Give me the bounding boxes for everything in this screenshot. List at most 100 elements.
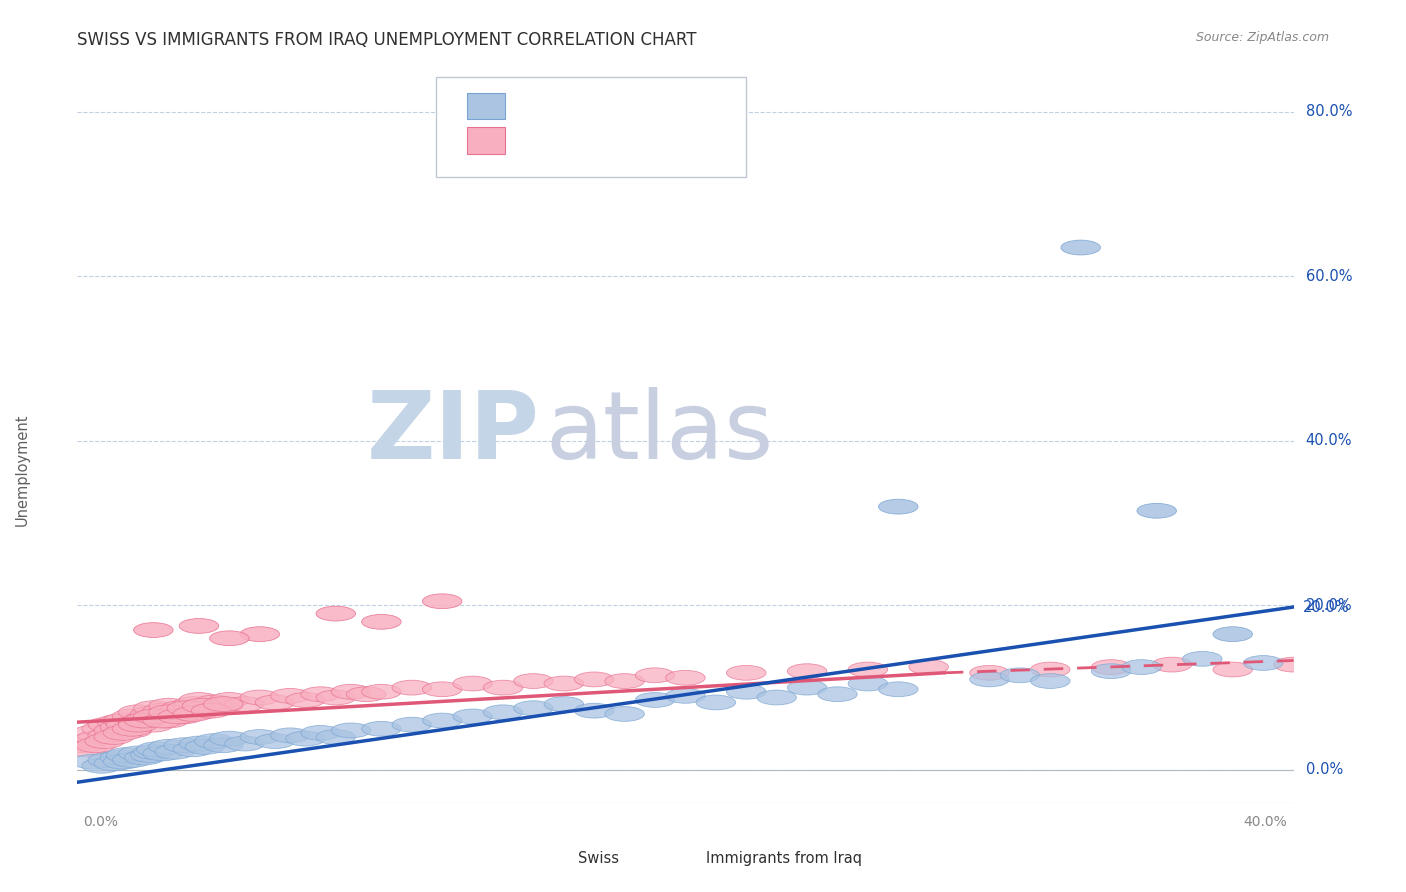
Ellipse shape xyxy=(225,736,264,751)
Text: 60.0%: 60.0% xyxy=(1306,268,1353,284)
Ellipse shape xyxy=(422,594,463,608)
Text: 81: 81 xyxy=(655,133,676,148)
Ellipse shape xyxy=(1000,668,1039,682)
Ellipse shape xyxy=(1062,240,1101,255)
Ellipse shape xyxy=(256,695,295,710)
Ellipse shape xyxy=(131,747,170,763)
Ellipse shape xyxy=(1091,660,1130,674)
Ellipse shape xyxy=(332,723,371,738)
Text: atlas: atlas xyxy=(546,386,773,479)
Ellipse shape xyxy=(118,746,157,761)
Ellipse shape xyxy=(727,665,766,681)
Ellipse shape xyxy=(453,676,492,691)
Ellipse shape xyxy=(970,665,1010,681)
Ellipse shape xyxy=(332,684,371,699)
Text: 0.0%: 0.0% xyxy=(1306,763,1343,778)
Text: R =: R = xyxy=(517,133,555,148)
Ellipse shape xyxy=(134,701,173,715)
Ellipse shape xyxy=(392,717,432,732)
Ellipse shape xyxy=(125,750,165,765)
Ellipse shape xyxy=(575,703,614,718)
Ellipse shape xyxy=(575,672,614,687)
Text: Source: ZipAtlas.com: Source: ZipAtlas.com xyxy=(1195,31,1329,45)
Ellipse shape xyxy=(240,690,280,705)
Ellipse shape xyxy=(155,745,194,759)
Ellipse shape xyxy=(1122,660,1161,674)
Ellipse shape xyxy=(186,739,225,755)
Ellipse shape xyxy=(107,717,146,732)
Ellipse shape xyxy=(134,745,173,759)
Ellipse shape xyxy=(1031,673,1070,689)
Ellipse shape xyxy=(194,695,233,710)
Ellipse shape xyxy=(191,703,231,718)
Ellipse shape xyxy=(103,725,142,740)
Ellipse shape xyxy=(879,500,918,514)
Ellipse shape xyxy=(73,755,112,769)
Ellipse shape xyxy=(94,723,134,738)
Ellipse shape xyxy=(422,713,463,728)
Ellipse shape xyxy=(513,673,553,689)
Ellipse shape xyxy=(125,713,165,728)
Text: Unemployment: Unemployment xyxy=(15,413,30,526)
Ellipse shape xyxy=(225,697,264,712)
Text: ZIP: ZIP xyxy=(367,386,540,479)
Text: 40.0%: 40.0% xyxy=(1244,815,1288,830)
Ellipse shape xyxy=(544,676,583,691)
Ellipse shape xyxy=(82,758,121,773)
Ellipse shape xyxy=(209,692,249,707)
Ellipse shape xyxy=(544,697,583,712)
Ellipse shape xyxy=(316,607,356,621)
Ellipse shape xyxy=(73,725,112,740)
Ellipse shape xyxy=(125,712,165,726)
Ellipse shape xyxy=(270,689,309,703)
Ellipse shape xyxy=(149,705,188,720)
Ellipse shape xyxy=(89,753,128,767)
Ellipse shape xyxy=(636,692,675,707)
Ellipse shape xyxy=(392,681,432,695)
Ellipse shape xyxy=(63,738,103,753)
Ellipse shape xyxy=(131,706,170,722)
Ellipse shape xyxy=(112,753,152,767)
Ellipse shape xyxy=(484,681,523,695)
Ellipse shape xyxy=(118,705,157,720)
FancyBboxPatch shape xyxy=(467,127,505,153)
Ellipse shape xyxy=(240,627,280,641)
Ellipse shape xyxy=(149,713,188,728)
Ellipse shape xyxy=(818,687,858,702)
FancyBboxPatch shape xyxy=(533,845,569,871)
Ellipse shape xyxy=(256,734,295,748)
Ellipse shape xyxy=(76,738,115,753)
Ellipse shape xyxy=(879,681,918,697)
Ellipse shape xyxy=(100,720,139,734)
Text: 80.0%: 80.0% xyxy=(1306,104,1353,120)
Text: 56: 56 xyxy=(655,99,676,113)
Ellipse shape xyxy=(240,730,280,745)
Ellipse shape xyxy=(134,623,173,638)
Text: 20.0%: 20.0% xyxy=(1306,598,1353,613)
Text: N =: N = xyxy=(617,99,651,113)
Ellipse shape xyxy=(183,698,222,713)
Ellipse shape xyxy=(636,668,675,682)
Ellipse shape xyxy=(76,731,115,746)
Text: SWISS VS IMMIGRANTS FROM IRAQ UNEMPLOYMENT CORRELATION CHART: SWISS VS IMMIGRANTS FROM IRAQ UNEMPLOYME… xyxy=(77,31,697,49)
Ellipse shape xyxy=(756,690,796,705)
Ellipse shape xyxy=(453,709,492,723)
Ellipse shape xyxy=(422,681,463,697)
Ellipse shape xyxy=(1274,657,1313,672)
Ellipse shape xyxy=(787,664,827,679)
Ellipse shape xyxy=(665,671,706,685)
Ellipse shape xyxy=(112,723,152,738)
FancyBboxPatch shape xyxy=(467,93,505,120)
Ellipse shape xyxy=(136,709,176,723)
Ellipse shape xyxy=(160,701,201,715)
Ellipse shape xyxy=(316,730,356,745)
Ellipse shape xyxy=(173,697,212,712)
Ellipse shape xyxy=(155,706,194,722)
Ellipse shape xyxy=(361,684,401,699)
Ellipse shape xyxy=(970,672,1010,687)
Ellipse shape xyxy=(727,684,766,699)
Text: N =: N = xyxy=(617,133,651,148)
Ellipse shape xyxy=(134,709,173,723)
Ellipse shape xyxy=(204,738,243,753)
Ellipse shape xyxy=(149,698,188,713)
